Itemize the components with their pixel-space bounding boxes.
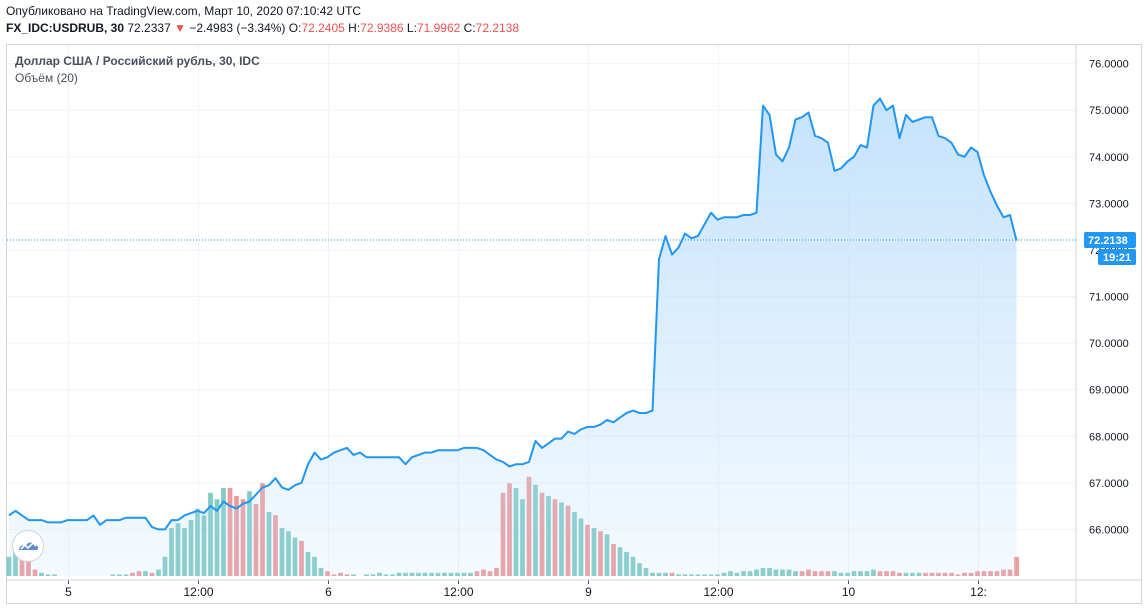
y-tick-label: 74.0000 xyxy=(1089,152,1129,164)
volume-legend: Объём (20) xyxy=(15,71,78,85)
open-value: 72.2405 xyxy=(301,21,345,35)
y-tick-label: 69.0000 xyxy=(1089,385,1129,397)
high-value: 72.9386 xyxy=(360,21,404,35)
y-tick-label: 70.0000 xyxy=(1089,338,1129,350)
last-price-badge xyxy=(1084,231,1136,248)
open-label: O: xyxy=(288,21,302,35)
last-price-label: 72.2138 xyxy=(1088,235,1128,247)
ohlc-header: FX_IDC:USDRUB, 30 72.2337 ▼ −2.4983 (−3.… xyxy=(6,21,519,35)
x-tick-label: 10 xyxy=(842,585,856,599)
low-label: L: xyxy=(406,21,417,35)
down-arrow-icon: ▼ xyxy=(174,21,186,35)
y-tick-label: 68.0000 xyxy=(1089,431,1129,443)
close-label: C: xyxy=(463,21,476,35)
close-value: 72.2138 xyxy=(475,21,520,35)
change-value: −2.4983 (−3.34%) xyxy=(189,21,286,35)
x-tick-label: 9 xyxy=(585,585,592,599)
y-tick-label: 73.0000 xyxy=(1089,198,1129,210)
tradingview-logo-icon xyxy=(12,530,44,562)
last-price: 72.2337 xyxy=(127,21,171,35)
y-tick-label: 71.0000 xyxy=(1089,292,1129,304)
countdown-label: 19:21 xyxy=(1103,252,1131,264)
x-tick-label: 12:00 xyxy=(183,585,213,599)
symbol-label: FX_IDC:USDRUB, 30 xyxy=(6,21,125,35)
price-line xyxy=(8,97,1018,531)
y-tick-label: 66.0000 xyxy=(1089,524,1129,536)
low-value: 71.9962 xyxy=(416,21,461,35)
y-tick-label: 75.0000 xyxy=(1089,105,1129,117)
published-note: Опубликовано на TradingView.com, Март 10… xyxy=(6,4,362,18)
x-tick-label: 5 xyxy=(65,585,72,599)
x-tick-label: 12:00 xyxy=(443,585,473,599)
chart-legend-title: Доллар США / Российский рубль, 30, IDC xyxy=(15,54,260,68)
x-tick-label: 12:00 xyxy=(703,585,733,599)
chart-frame xyxy=(6,44,1142,604)
x-tick-label: 12: xyxy=(970,585,987,599)
y-tick-label: 67.0000 xyxy=(1089,478,1129,490)
x-tick-label: 6 xyxy=(325,585,332,599)
price-area xyxy=(9,98,1017,576)
y-tick-label: 76.0000 xyxy=(1089,59,1129,71)
high-label: H: xyxy=(348,21,361,35)
countdown-badge xyxy=(1098,248,1136,265)
